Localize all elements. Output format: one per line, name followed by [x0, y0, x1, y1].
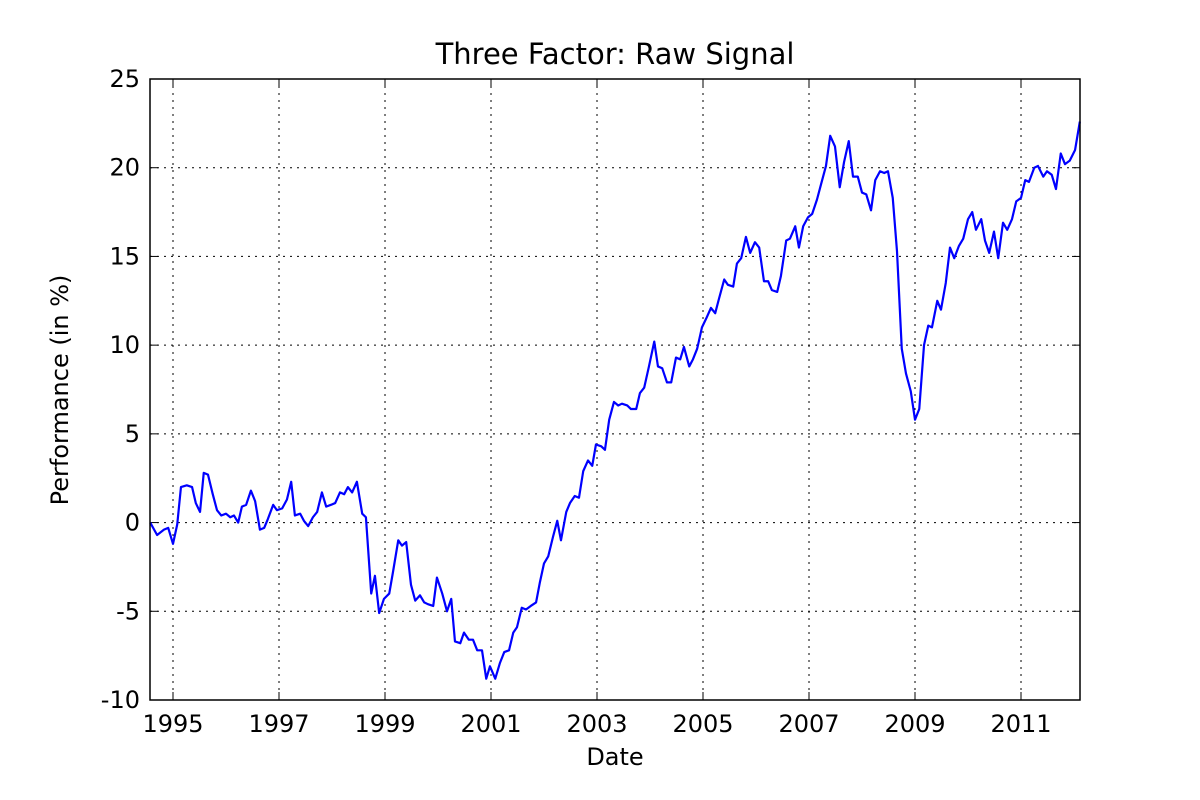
data-line — [149, 121, 1081, 680]
y-tick-label: -5 — [116, 597, 140, 625]
y-tick-label: 15 — [109, 242, 140, 270]
x-tick-label: 1999 — [354, 710, 415, 738]
y-tick-label: 0 — [125, 509, 140, 537]
y-tick-label: 5 — [125, 420, 140, 448]
y-tick-label: 20 — [109, 154, 140, 182]
x-tick-label: 2009 — [884, 710, 945, 738]
y-tick-label: -10 — [101, 686, 140, 714]
y-tick-label: 10 — [109, 331, 140, 359]
x-tick-label: 2007 — [778, 710, 839, 738]
y-axis-label: Performance (in %) — [46, 275, 74, 506]
x-tick-label: 1997 — [248, 710, 309, 738]
x-tick-label: 2011 — [990, 710, 1051, 738]
x-tick-label: 2005 — [672, 710, 733, 738]
x-axis-label: Date — [586, 743, 643, 771]
plot-frame — [149, 78, 1081, 701]
x-tick-label: 1995 — [142, 710, 203, 738]
y-tick-label: 25 — [109, 65, 140, 93]
x-tick-label: 2003 — [566, 710, 627, 738]
x-tick-label: 2001 — [460, 710, 521, 738]
chart-title: Three Factor: Raw Signal — [435, 37, 795, 71]
